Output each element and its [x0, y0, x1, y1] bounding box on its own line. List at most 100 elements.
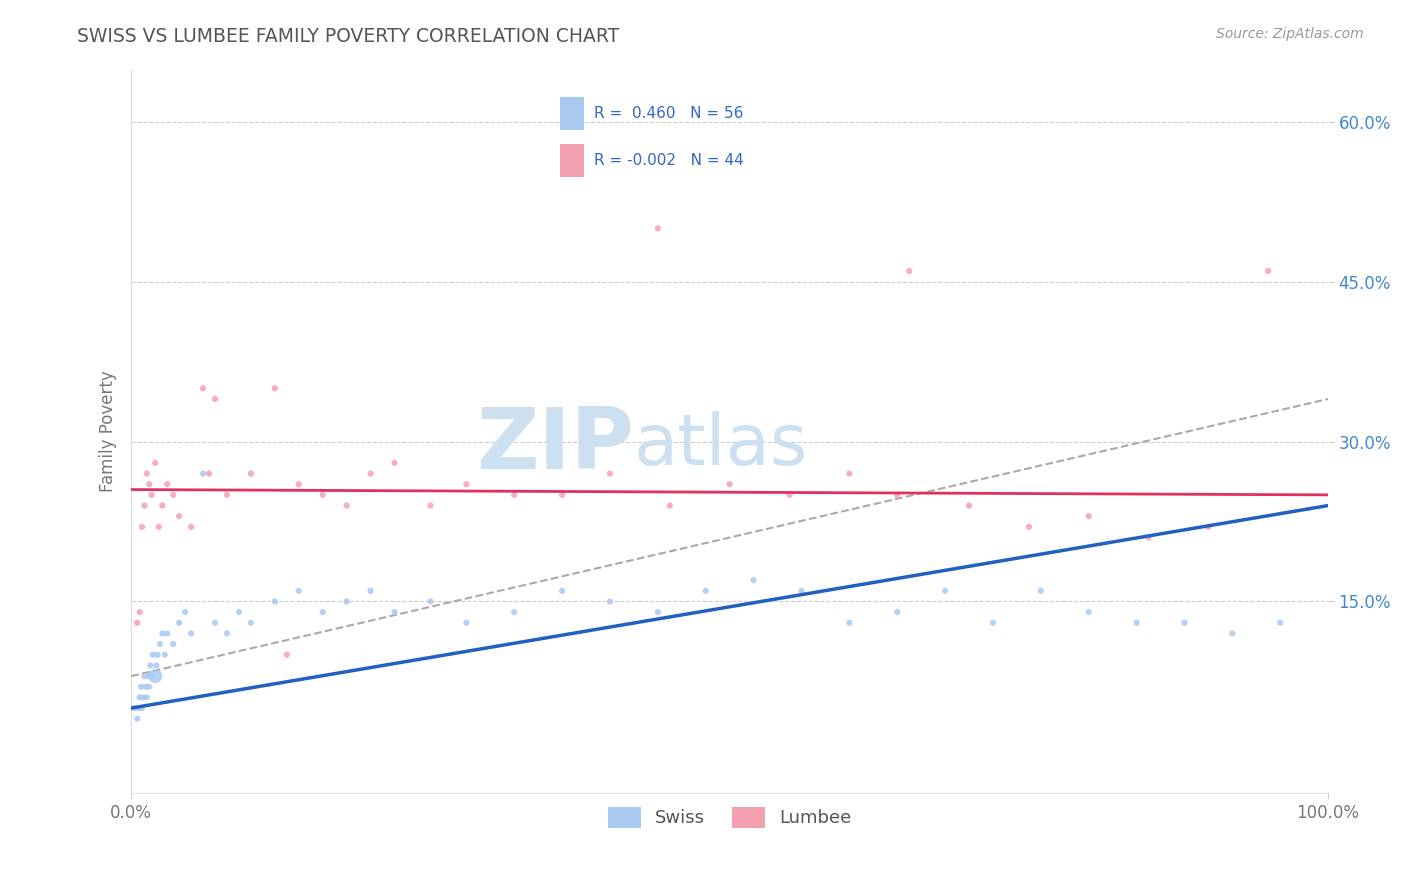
- Point: [599, 594, 621, 608]
- Point: [1077, 605, 1099, 619]
- Point: [1137, 531, 1160, 545]
- Point: [139, 658, 162, 673]
- Point: [148, 520, 170, 534]
- Point: [1173, 615, 1195, 630]
- Point: [263, 381, 285, 395]
- Point: [886, 488, 908, 502]
- Text: atlas: atlas: [634, 411, 808, 480]
- Point: [204, 392, 226, 406]
- Point: [981, 615, 1004, 630]
- Point: [156, 477, 179, 491]
- Point: [150, 499, 173, 513]
- Y-axis label: Family Poverty: Family Poverty: [100, 370, 117, 491]
- Point: [658, 499, 681, 513]
- Point: [131, 520, 153, 534]
- Legend: Swiss, Lumbee: Swiss, Lumbee: [600, 800, 859, 835]
- Point: [1125, 615, 1147, 630]
- Point: [127, 701, 149, 715]
- Point: [647, 605, 669, 619]
- Point: [1018, 520, 1040, 534]
- Point: [647, 221, 669, 235]
- Point: [132, 690, 155, 705]
- Point: [191, 467, 214, 481]
- Point: [142, 648, 165, 662]
- Point: [149, 637, 172, 651]
- Point: [128, 605, 150, 619]
- Point: [215, 488, 238, 502]
- Point: [1270, 615, 1292, 630]
- Point: [204, 615, 226, 630]
- Point: [143, 456, 166, 470]
- Point: [551, 488, 574, 502]
- Point: [1257, 264, 1279, 278]
- Point: [141, 669, 163, 683]
- Point: [127, 615, 149, 630]
- Point: [360, 583, 382, 598]
- Point: [288, 477, 311, 491]
- Point: [167, 509, 190, 524]
- Point: [312, 605, 335, 619]
- Point: [456, 477, 478, 491]
- Point: [135, 467, 157, 481]
- Point: [336, 594, 359, 608]
- Point: [1197, 520, 1219, 534]
- Point: [551, 583, 574, 598]
- Point: [1220, 626, 1243, 640]
- Text: SWISS VS LUMBEE FAMILY POVERTY CORRELATION CHART: SWISS VS LUMBEE FAMILY POVERTY CORRELATI…: [77, 27, 620, 45]
- Point: [599, 467, 621, 481]
- Point: [384, 605, 406, 619]
- Point: [263, 594, 285, 608]
- Point: [138, 477, 160, 491]
- Point: [898, 264, 921, 278]
- Point: [1029, 583, 1052, 598]
- Point: [138, 680, 160, 694]
- Point: [779, 488, 801, 502]
- Point: [128, 690, 150, 705]
- Point: [153, 648, 176, 662]
- Point: [134, 499, 156, 513]
- Point: [288, 583, 311, 598]
- Point: [167, 615, 190, 630]
- Point: [156, 626, 179, 640]
- Point: [742, 573, 765, 587]
- Point: [503, 488, 526, 502]
- Point: [312, 488, 335, 502]
- Point: [239, 467, 262, 481]
- Point: [131, 701, 153, 715]
- Point: [129, 680, 152, 694]
- Point: [146, 648, 169, 662]
- Point: [360, 467, 382, 481]
- Point: [198, 467, 221, 481]
- Point: [191, 381, 214, 395]
- Point: [135, 690, 157, 705]
- Point: [174, 605, 197, 619]
- Point: [150, 626, 173, 640]
- Point: [127, 712, 149, 726]
- Point: [838, 467, 860, 481]
- Point: [162, 637, 184, 651]
- Point: [957, 499, 980, 513]
- Point: [162, 488, 184, 502]
- Point: [136, 669, 159, 683]
- Point: [228, 605, 250, 619]
- Point: [180, 626, 202, 640]
- Point: [790, 583, 813, 598]
- Point: [215, 626, 238, 640]
- Point: [135, 680, 157, 694]
- Point: [336, 499, 359, 513]
- Point: [124, 701, 146, 715]
- Point: [276, 648, 298, 662]
- Point: [180, 520, 202, 534]
- Point: [886, 605, 908, 619]
- Point: [384, 456, 406, 470]
- Point: [419, 499, 441, 513]
- Point: [239, 615, 262, 630]
- Point: [143, 669, 166, 683]
- Point: [503, 605, 526, 619]
- Text: ZIP: ZIP: [477, 404, 634, 487]
- Point: [456, 615, 478, 630]
- Point: [141, 488, 163, 502]
- Point: [718, 477, 741, 491]
- Point: [934, 583, 956, 598]
- Point: [695, 583, 717, 598]
